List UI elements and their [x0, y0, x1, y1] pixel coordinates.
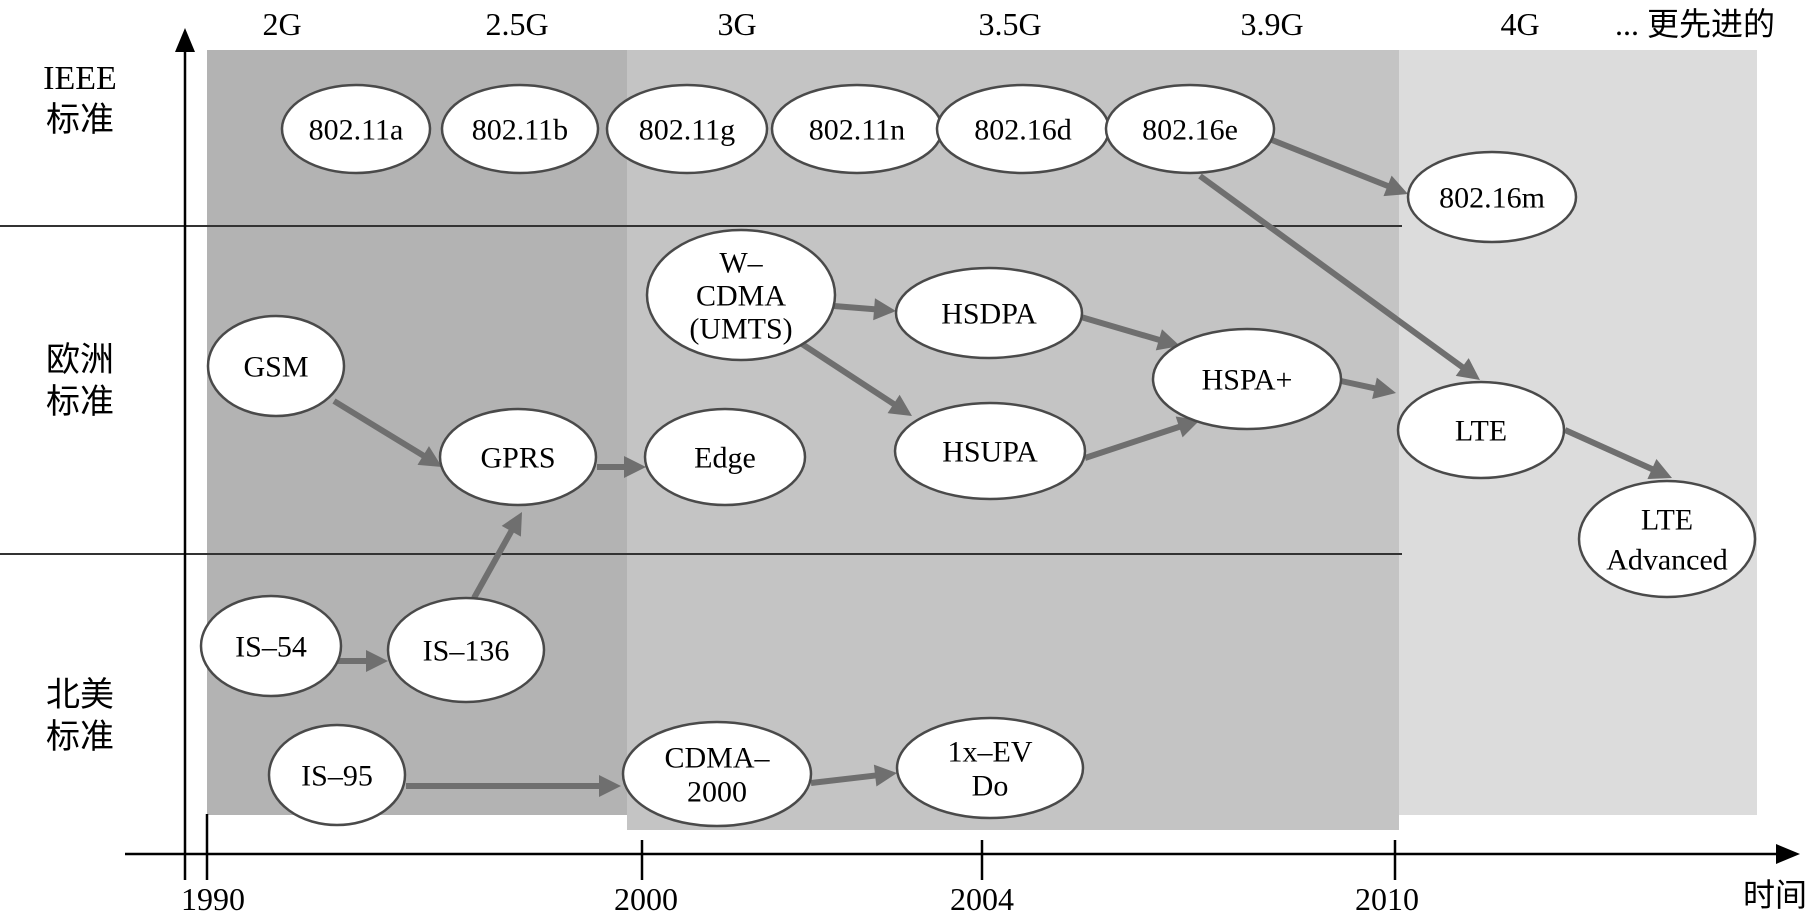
- svg-text:GSM: GSM: [243, 351, 308, 384]
- node-is-54: IS–54: [199, 594, 343, 698]
- gen-label-4g: 4G: [1500, 6, 1539, 42]
- node-802-11a: 802.11a: [280, 83, 432, 175]
- node-1x-ev-do: 1x–EV Do: [895, 716, 1085, 820]
- node-hspa-plus: HSPA+: [1151, 327, 1343, 431]
- node-gsm: GSM: [206, 314, 346, 418]
- gen-label-2-5g: 2.5G: [485, 6, 548, 42]
- svg-text:802.11a: 802.11a: [309, 114, 404, 147]
- node-802-16d: 802.16d: [935, 83, 1111, 175]
- x-tick-label-2000: 2000: [614, 881, 678, 917]
- node-cdma-2000: CDMA– 2000: [621, 720, 813, 828]
- arrow-wcdma-to-hsdpa: [833, 298, 896, 321]
- arrow-hsdpa-to-hspa-plus: [1080, 314, 1180, 351]
- svg-text:802.11b: 802.11b: [472, 114, 568, 147]
- row-label-ieee: IEEE 标准: [43, 60, 117, 139]
- gen-label-3-5g: 3.5G: [978, 6, 1041, 42]
- svg-text:802.16m: 802.16m: [1439, 182, 1545, 215]
- node-802-11g: 802.11g: [605, 83, 769, 175]
- svg-text:802.11g: 802.11g: [639, 114, 735, 147]
- svg-text:W–CDMA(UMTS): W– CDMA (UMTS): [689, 247, 792, 346]
- x-tick-label-2004: 2004: [950, 881, 1014, 917]
- node-802-16e: 802.16e: [1104, 83, 1276, 175]
- x-axis-arrowhead: [1776, 844, 1800, 864]
- gen-label-3-9g: 3.9G: [1240, 6, 1303, 42]
- arrow-cdma-2000-to-1x-ev-do: [810, 764, 897, 787]
- svg-text:CDMA–2000: CDMA– 2000: [664, 742, 770, 809]
- x-tick-label-2010: 2010: [1355, 881, 1419, 917]
- row-label-europe: 欧洲标准: [46, 341, 114, 421]
- arrow-wcdma-to-hsupa: [800, 341, 912, 416]
- arrow-gsm-to-gprs: [332, 398, 442, 467]
- arrow-802-16e-to-802-16m: [1270, 137, 1408, 197]
- gen-label-2g: 2G: [262, 6, 301, 42]
- svg-text:HSUPA: HSUPA: [942, 436, 1038, 469]
- node-is-136: IS–136: [386, 596, 546, 704]
- node-802-16m: 802.16m: [1406, 150, 1578, 244]
- arrow-is-95-to-cdma-2000: [406, 775, 621, 797]
- arrow-is-54-to-is-136: [335, 650, 388, 672]
- svg-text:LTE: LTE: [1455, 415, 1507, 448]
- arrow-802-16e-to-lte: [1198, 173, 1480, 380]
- node-802-11b: 802.11b: [440, 83, 600, 175]
- node-hsupa: HSUPA: [893, 401, 1087, 501]
- svg-text:IS–95: IS–95: [301, 760, 373, 793]
- node-lte-advanced: LTE Advanced: [1577, 479, 1757, 599]
- svg-text:802.11n: 802.11n: [809, 114, 905, 147]
- svg-text:802.16e: 802.16e: [1142, 114, 1238, 147]
- node-gprs: GPRS: [438, 407, 598, 507]
- svg-text:IS–136: IS–136: [423, 635, 510, 668]
- x-axis-label: 时间: [1743, 877, 1807, 913]
- gen-label-advanced: ... 更先进的: [1615, 6, 1775, 42]
- svg-text:GPRS: GPRS: [480, 442, 555, 475]
- svg-text:Edge: Edge: [694, 442, 756, 475]
- arrow-is-136-to-gprs: [471, 512, 522, 600]
- node-wcdma: W– CDMA (UMTS): [645, 228, 837, 362]
- arrow-gprs-to-edge: [597, 456, 646, 478]
- node-hsdpa: HSDPA: [894, 266, 1084, 360]
- y-axis-arrowhead: [175, 28, 195, 52]
- svg-text:802.16d: 802.16d: [974, 114, 1072, 147]
- arrow-hspa-plus-to-lte: [1340, 377, 1396, 400]
- node-is-95: IS–95: [267, 723, 407, 827]
- arrow-lte-to-lte-advanced: [1563, 427, 1672, 480]
- gen-label-3g: 3G: [717, 6, 756, 42]
- x-tick-label-1990: 1990: [181, 881, 245, 917]
- row-label-north-america: 北美标准: [46, 676, 114, 756]
- svg-text:IS–54: IS–54: [235, 631, 307, 664]
- node-edge: Edge: [643, 407, 807, 507]
- svg-text:HSPA+: HSPA+: [1202, 364, 1293, 397]
- node-802-11n: 802.11n: [770, 83, 944, 175]
- node-lte: LTE: [1396, 380, 1566, 480]
- svg-text:HSDPA: HSDPA: [941, 298, 1037, 331]
